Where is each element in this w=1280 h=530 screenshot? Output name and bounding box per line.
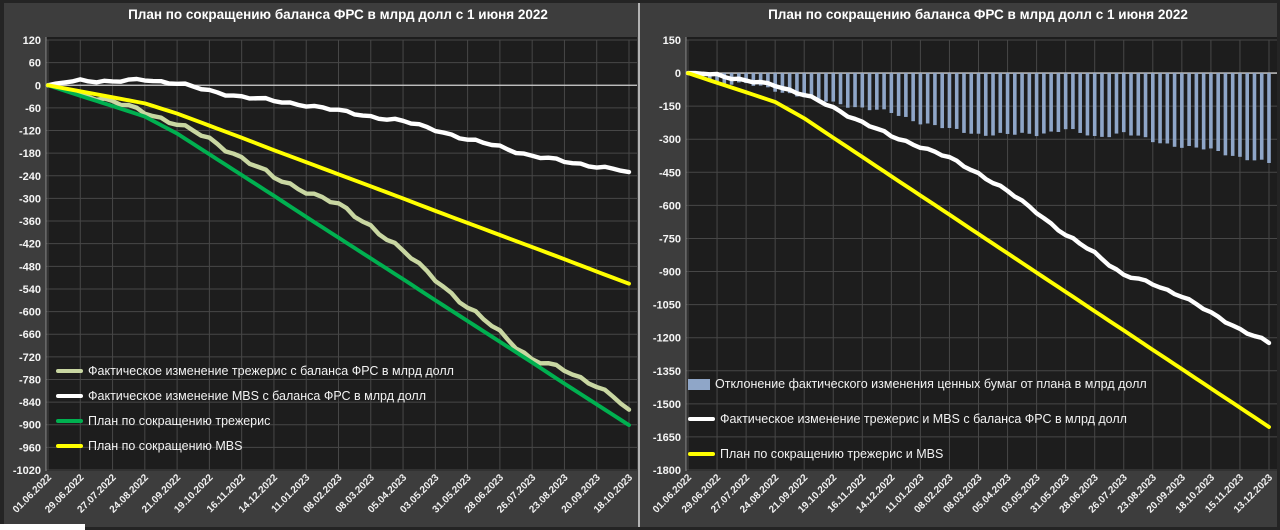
svg-text:60: 60 bbox=[29, 58, 41, 70]
frame-left bbox=[0, 0, 4, 530]
svg-text:-780: -780 bbox=[19, 374, 41, 386]
legend-line-swatch-1 bbox=[56, 393, 83, 399]
legend-label-0: Фактическое изменение трежерис с баланса… bbox=[88, 364, 454, 378]
y-axis-labels: 120 60 0 -60 -120 -180 -240 -300 -360 -420 -480 -54… bbox=[13, 35, 41, 477]
svg-text:-1020: -1020 bbox=[13, 465, 41, 477]
svg-text:0: 0 bbox=[35, 80, 41, 92]
svg-text:-840: -840 bbox=[19, 397, 41, 409]
legend-label-1: Фактическое изменение MBS с баланса ФРС … bbox=[88, 389, 427, 403]
legend-line-swatch-2 bbox=[56, 418, 83, 424]
chart-left-canvas: 120 60 0 -60 -120 -180 -240 -300 -360 -420 -480 -54… bbox=[11, 35, 637, 516]
svg-text:-240: -240 bbox=[19, 171, 41, 183]
series-line-2 bbox=[686, 71, 1271, 429]
legend-line-swatch-3 bbox=[56, 443, 83, 449]
legend-label-0: Отклонение фактического изменения ценных… bbox=[715, 377, 1147, 391]
series-line-1 bbox=[45, 76, 632, 175]
svg-text:-360: -360 bbox=[19, 216, 41, 228]
legend-label-3: План по сокращению MBS bbox=[88, 439, 243, 453]
svg-text:-960: -960 bbox=[19, 442, 41, 454]
series-line-3 bbox=[46, 83, 631, 286]
svg-text:-1650: -1650 bbox=[653, 432, 681, 444]
y-axis-labels: 150 0 -150 -300 -450 -600 -750 -900 -1050 -1200 -1… bbox=[653, 35, 681, 477]
legend-item-0: Отклонение фактического изменения ценных… bbox=[688, 377, 1147, 391]
chart-right-canvas: 150 0 -150 -300 -450 -600 -750 -900 -1050 -1200 -1… bbox=[651, 35, 1277, 516]
svg-text:-300: -300 bbox=[19, 193, 41, 205]
svg-text:-1500: -1500 bbox=[653, 399, 681, 411]
legend-bar-swatch-0 bbox=[688, 378, 710, 390]
legend-item-2: План по сокращению трежерис и MBS bbox=[688, 447, 943, 461]
svg-text:-480: -480 bbox=[19, 261, 41, 273]
svg-text:-180: -180 bbox=[19, 148, 41, 160]
legend-item-1: Фактическое изменение трежерис и MBS с б… bbox=[688, 412, 1127, 426]
x-axis-labels: 01.06.202229.06.202227.07.202224.08.2022… bbox=[11, 472, 635, 515]
svg-text:-150: -150 bbox=[659, 101, 681, 113]
legend-line-swatch-1 bbox=[688, 416, 715, 422]
series-line-0 bbox=[45, 83, 632, 412]
svg-text:0: 0 bbox=[675, 68, 681, 80]
chart-title-left: План по сокращению баланса ФРС в млрд до… bbox=[128, 7, 548, 22]
svg-text:-900: -900 bbox=[19, 420, 41, 432]
chart-title-right: План по сокращению баланса ФРС в млрд до… bbox=[768, 7, 1188, 22]
chart-panel-right: 150 0 -150 -300 -450 -600 -750 -900 -1050 -1200 -1… bbox=[640, 0, 1280, 530]
legend-item-2: План по сокращению трежерис bbox=[56, 414, 270, 428]
svg-text:-1200: -1200 bbox=[653, 333, 681, 345]
gridlines bbox=[46, 39, 637, 471]
series-line-2 bbox=[46, 83, 631, 428]
svg-text:-900: -900 bbox=[659, 267, 681, 279]
legend-label-2: План по сокращению трежерис bbox=[88, 414, 271, 428]
frame-right bbox=[1277, 0, 1280, 530]
svg-text:-420: -420 bbox=[19, 239, 41, 251]
panel-divider bbox=[638, 0, 640, 530]
svg-text:-1800: -1800 bbox=[653, 465, 681, 477]
frame-top bbox=[0, 0, 1280, 3]
frame-bottom bbox=[0, 527, 1280, 530]
svg-text:-1350: -1350 bbox=[653, 366, 681, 378]
svg-text:-600: -600 bbox=[659, 200, 681, 212]
legend-line-swatch-2 bbox=[688, 451, 715, 457]
svg-text:-60: -60 bbox=[25, 103, 41, 115]
svg-text:-120: -120 bbox=[19, 126, 41, 138]
x-axis-labels: 01.06.202229.06.202227.07.202224.08.2022… bbox=[651, 472, 1275, 515]
legend-item-0: Фактическое изменение трежерис с баланса… bbox=[56, 364, 454, 378]
svg-text:-300: -300 bbox=[659, 134, 681, 146]
chart-panel-left: 120 60 0 -60 -120 -180 -240 -300 -360 -420 -480 -54… bbox=[11, 7, 637, 516]
svg-text:-660: -660 bbox=[19, 329, 41, 341]
svg-text:-720: -720 bbox=[19, 352, 41, 364]
legend-line-swatch-0 bbox=[56, 368, 83, 374]
svg-text:120: 120 bbox=[23, 35, 41, 47]
svg-text:150: 150 bbox=[663, 35, 681, 47]
bottom-left-white-strip bbox=[0, 524, 85, 530]
legend-item-1: Фактическое изменение MBS с баланса ФРС … bbox=[56, 389, 426, 403]
svg-text:-1050: -1050 bbox=[653, 300, 681, 312]
legend-label-2: План по сокращению трежерис и MBS bbox=[720, 447, 944, 461]
series-line-1 bbox=[685, 70, 1272, 346]
legend-item-3: План по сокращению MBS bbox=[56, 439, 242, 453]
svg-text:-540: -540 bbox=[19, 284, 41, 296]
svg-text:-750: -750 bbox=[659, 233, 681, 245]
legend-label-1: Фактическое изменение трежерис и MBS с б… bbox=[720, 412, 1127, 426]
svg-text:-600: -600 bbox=[19, 307, 41, 319]
svg-text:-450: -450 bbox=[659, 167, 681, 179]
